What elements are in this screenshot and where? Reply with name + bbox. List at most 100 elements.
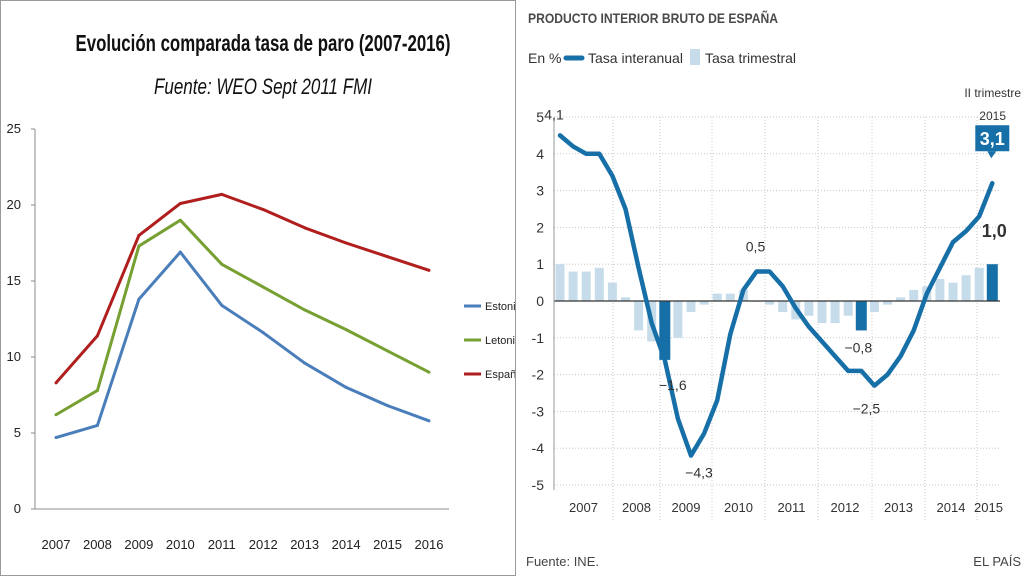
quarterly-bar: [948, 282, 958, 301]
quarterly-bar: [883, 301, 892, 305]
x-tick-label: 2011: [208, 537, 236, 552]
data-point: [344, 385, 348, 389]
x-tick-label: 2014: [332, 537, 361, 552]
data-point: [178, 201, 182, 205]
quarterly-bar: [634, 301, 644, 331]
data-point: [427, 268, 431, 272]
data-label: 4,1: [544, 106, 564, 122]
quarterly-bar: [896, 297, 906, 301]
data-point: [261, 285, 265, 289]
year-label: 2007: [569, 500, 598, 515]
y-tick-label: 0: [536, 293, 544, 309]
period-year: 2015: [979, 109, 1006, 123]
year-label: 2013: [884, 500, 913, 515]
y-tick-label: -3: [532, 403, 545, 419]
data-point: [261, 331, 265, 335]
data-point: [178, 218, 182, 222]
value-callout-box: [975, 125, 1010, 152]
data-point: [386, 404, 390, 408]
y-tick-label: -5: [532, 477, 545, 493]
y-tick-label: 25: [7, 121, 21, 136]
y-tick-label: 2: [536, 219, 544, 235]
data-point: [54, 436, 58, 440]
series-line-letonia: [55, 218, 430, 417]
data-point: [344, 328, 348, 332]
quarterly-bar: [961, 275, 971, 301]
data-point: [178, 250, 182, 254]
y-tick-label: -1: [532, 330, 545, 346]
data-point: [427, 370, 431, 374]
data-point: [303, 226, 307, 230]
chart-title: Evolución comparada tasa de paro (2007-2…: [76, 30, 451, 56]
annual-rate-line: [557, 133, 995, 458]
quarterly-bar: [869, 301, 879, 313]
data-label: −2,5: [853, 401, 881, 417]
quarterly-bar: [725, 293, 735, 301]
data-point: [220, 192, 224, 196]
data-point: [386, 349, 390, 353]
data-point: [95, 334, 99, 338]
y-tick-label: 20: [7, 197, 21, 212]
legend-bar-swatch: [690, 49, 700, 65]
quarterly-bar: [804, 301, 814, 316]
y-tick-label: -2: [532, 367, 545, 383]
chart-subtitle: Fuente: WEO Sept 2011 FMI: [154, 74, 372, 99]
quarterly-bar: [974, 267, 984, 301]
quarterly-bar: [909, 289, 919, 301]
quarterly-bar: [986, 264, 998, 301]
x-tick-label: 2007: [42, 537, 71, 552]
quarterly-bar: [568, 271, 578, 301]
gdp-chart-panel: PRODUCTO INTERIOR BRUTO DE ESPAÑA En % Tas…: [522, 0, 1024, 576]
quarterly-bar: [621, 297, 630, 301]
year-label: 2009: [672, 500, 701, 515]
period-label: II trimestre: [964, 86, 1021, 100]
gdp-title: PRODUCTO INTERIOR BRUTO DE ESPAÑA: [528, 9, 778, 26]
unemployment-chart-panel: Evolución comparada tasa de paro (2007-2…: [0, 0, 523, 576]
quarterly-bar: [699, 301, 709, 305]
y-tick-label: 10: [7, 349, 21, 364]
y-tick-label: 0: [14, 501, 21, 516]
y-tick-label: 1: [536, 256, 544, 272]
x-tick-label: 2009: [124, 537, 153, 552]
series-line-estonia: [55, 250, 430, 439]
unit-label: En %: [528, 50, 561, 66]
legend-label: Estonia: [485, 301, 515, 313]
data-point: [95, 388, 99, 392]
y-tick-label: 15: [7, 273, 21, 288]
year-label: 2012: [831, 500, 860, 515]
legend-line-label: Tasa interanual: [588, 50, 683, 66]
data-point: [386, 255, 390, 259]
data-label: −0,8: [844, 339, 872, 355]
quarterly-bar: [765, 301, 775, 305]
year-label: 2014: [937, 500, 966, 515]
gdp-chart: PRODUCTO INTERIOR BRUTO DE ESPAÑA En % Tas…: [526, 9, 1021, 569]
quarterly-bar: [843, 301, 853, 316]
data-point: [137, 297, 141, 301]
data-point: [303, 308, 307, 312]
x-tick-label: 2010: [166, 537, 195, 552]
data-point: [261, 208, 265, 212]
quarterly-bar: [855, 301, 867, 331]
quarterly-bar: [935, 278, 945, 301]
data-point: [303, 361, 307, 365]
quarterly-bar: [659, 301, 671, 360]
x-tick-label: 2008: [83, 537, 112, 552]
quarterly-bar: [594, 267, 604, 301]
quarterly-bar: [607, 282, 617, 301]
x-tick-label: 2016: [415, 537, 444, 552]
y-tick-label: 3: [536, 183, 544, 199]
value-callout-pointer: [987, 151, 997, 159]
source-note: Fuente: INE.: [526, 554, 599, 569]
data-point: [137, 233, 141, 237]
quarterly-bar: [817, 301, 827, 324]
data-label: −1,6: [659, 377, 687, 393]
quarterly-bar: [555, 264, 565, 301]
data-point: [54, 381, 58, 385]
legend-bar-label: Tasa trimestral: [705, 50, 796, 66]
data-point: [220, 303, 224, 307]
y-tick-label: 4: [536, 146, 544, 162]
value-callout-label: 3,1: [980, 129, 1005, 149]
credit-label: EL PAÍS: [973, 554, 1021, 569]
legend-label: España: [485, 369, 515, 381]
data-label: −4,3: [685, 465, 713, 481]
